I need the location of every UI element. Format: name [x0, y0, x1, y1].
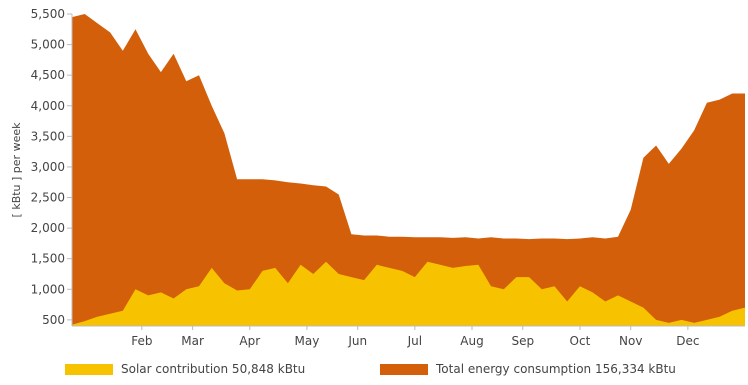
y-tick-label: 4,500 — [31, 68, 65, 82]
y-tick-label: 3,500 — [31, 129, 65, 143]
series-layer — [72, 14, 745, 326]
y-tick-label: 5,500 — [31, 7, 65, 21]
x-tick-label: Dec — [676, 334, 699, 348]
y-tick-label: 1,000 — [31, 282, 65, 296]
x-tick-label: Apr — [239, 334, 260, 348]
x-tick-label: Jul — [407, 334, 422, 348]
area-chart: 500 1,000 1,500 2,000 2,500 3,000 3,500 4,000 4,… — [10, 7, 745, 348]
legend-swatch-total — [380, 363, 428, 375]
y-tick-label: 500 — [42, 313, 65, 327]
x-ticks: Feb Mar Apr May Jun Jul Aug Sep Oct Nov Dec — [131, 326, 699, 348]
x-tick-label: Aug — [460, 334, 483, 348]
x-tick-label: Nov — [619, 334, 642, 348]
y-tick-label: 5,000 — [31, 38, 65, 52]
legend: Solar contribution 50,848 kBtu Total ene… — [0, 362, 748, 382]
series-area-total-energy — [72, 14, 745, 326]
legend-swatch-solar — [65, 363, 113, 375]
y-tick-label: 2,500 — [31, 191, 65, 205]
legend-label-solar: Solar contribution 50,848 kBtu — [121, 362, 306, 376]
y-ticks: 500 1,000 1,500 2,000 2,500 3,000 3,500 4,000 4,… — [31, 7, 72, 327]
x-tick-label: Feb — [131, 334, 152, 348]
y-tick-label: 2,000 — [31, 221, 65, 235]
y-tick-label: 3,000 — [31, 160, 65, 174]
x-tick-label: May — [295, 334, 320, 348]
legend-item-total: Total energy consumption 156,334 kBtu — [380, 362, 676, 376]
y-axis-label: [ kBtu ] per week — [10, 122, 23, 218]
axes — [71, 14, 745, 327]
series-area-solar — [72, 261, 745, 326]
x-tick-label: Sep — [511, 334, 534, 348]
x-tick-label: Mar — [181, 334, 204, 348]
legend-label-total: Total energy consumption 156,334 kBtu — [436, 362, 676, 376]
x-tick-label: Jun — [347, 334, 367, 348]
legend-item-solar: Solar contribution 50,848 kBtu — [65, 362, 305, 376]
x-tick-label: Oct — [570, 334, 591, 348]
y-tick-label: 4,000 — [31, 99, 65, 113]
y-tick-label: 1,500 — [31, 252, 65, 266]
